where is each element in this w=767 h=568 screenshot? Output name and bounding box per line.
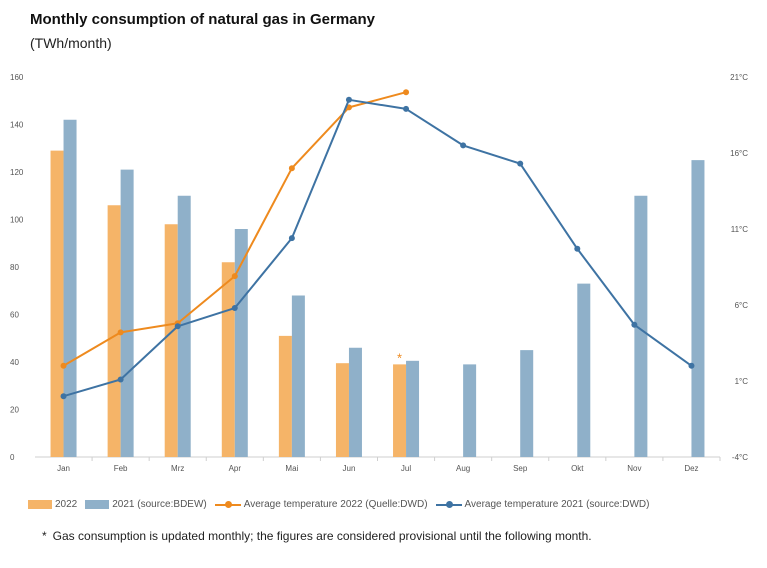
x-tick-label: Mrz [171, 464, 184, 473]
bar-2021 [234, 229, 248, 457]
bar-2022 [221, 262, 235, 457]
bar-2022 [50, 150, 64, 457]
y-right-tick-label: -4°C [732, 453, 748, 462]
y-left-tick-label: 20 [10, 406, 19, 415]
x-tick-label: Okt [571, 464, 584, 473]
x-tick-label: Jun [343, 464, 356, 473]
temp-2022-point [60, 362, 67, 369]
chart-legend: 2022 2021 (source:BDEW) Average temperat… [28, 499, 657, 510]
y-right-tick-label: 16°C [730, 149, 748, 158]
legend-label-2022: 2022 [55, 499, 78, 510]
temp-2021-point [460, 142, 467, 149]
footnote: * Gas consumption is updated monthly; the… [42, 529, 592, 543]
y-right-tick-label: 21°C [730, 73, 748, 82]
legend-item-2021: 2021 (source:BDEW) [85, 499, 207, 510]
x-tick-label: Aug [456, 464, 470, 473]
x-tick-label: Apr [229, 464, 242, 473]
bar-2022 [335, 363, 349, 457]
x-tick-label: Mai [285, 464, 298, 473]
temp-2021-point [174, 323, 181, 330]
legend-item-2022: 2022 [28, 499, 77, 510]
y-right-tick-label: 6°C [735, 301, 749, 310]
bar-2021 [520, 350, 534, 457]
temp-2021-line [63, 98, 693, 398]
y-left-tick-label: 40 [10, 358, 19, 367]
footnote-star: * [42, 529, 47, 543]
x-tick-label: Sep [513, 464, 528, 473]
x-tick-label: Nov [627, 464, 641, 473]
legend-label-temp-2022: Average temperature 2022 (Quelle:DWD) [243, 499, 428, 510]
footnote-text: Gas consumption is updated monthly; the … [52, 529, 592, 543]
x-tick-label: Dez [684, 464, 698, 473]
y-right-tick-label: 11°C [731, 225, 749, 234]
legend-label-temp-2021: Average temperature 2021 (source:DWD) [464, 499, 650, 510]
bar-2021 [120, 169, 134, 457]
chart-unit: (TWh/month) [30, 35, 112, 51]
provisional-asterisk: * [397, 350, 402, 365]
bar-2022 [393, 364, 407, 457]
combo-chart: 0 20 40 60 80 100 120 140 160 -4°C 1°C 6°C 11°C 16°C 2… [10, 73, 749, 473]
bar-2022 [278, 335, 292, 457]
legend-item-temp-2021: Average temperature 2021 (source:DWD) [435, 499, 650, 510]
bar-2022 [107, 205, 121, 457]
bar-2021 [406, 360, 420, 457]
legend-item-temp-2022: Average temperature 2022 (Quelle:DWD) [214, 499, 428, 510]
bar-2021 [291, 295, 305, 457]
bar-2022 [164, 224, 178, 457]
temp-2021-point [403, 105, 410, 112]
legend-swatch-2021 [85, 500, 110, 509]
y-left-tick-label: 60 [10, 311, 19, 320]
legend-label-2021: 2021 (source:BDEW) [112, 499, 207, 510]
legend-swatch-temp-2022 [214, 500, 241, 509]
y-left-tick-label: 120 [10, 168, 24, 177]
temp-2021-point [345, 96, 352, 103]
temp-2022-point [288, 165, 295, 172]
y-left-tick-label: 80 [10, 263, 19, 272]
bar-2021 [691, 160, 705, 457]
temp-2021-point [631, 321, 638, 328]
y-left-tick-label: 0 [10, 453, 15, 462]
x-tick-label: Jul [401, 464, 411, 473]
temp-2021-point [231, 305, 238, 312]
chart-title: Monthly consumption of natural gas in Ge… [30, 11, 376, 28]
y-right-tick-label: 1°C [735, 377, 749, 386]
bar-2021 [577, 283, 591, 457]
bar-2021 [634, 195, 648, 457]
temp-2021-point [288, 235, 295, 242]
temp-2022-point [231, 273, 238, 280]
x-tick-label: Feb [114, 464, 128, 473]
x-tick-label: Jan [57, 464, 70, 473]
temp-2021-point [117, 376, 124, 383]
y-left-tick-label: 100 [10, 216, 24, 225]
bar-2021 [177, 195, 191, 457]
bar-2021 [463, 364, 477, 457]
bar-2021 [63, 119, 77, 457]
temp-2021-point [688, 362, 695, 369]
temp-2021-point [574, 245, 581, 252]
y-left-tick-label: 160 [10, 73, 24, 82]
temp-2022-point [403, 89, 410, 96]
y-left-tick-label: 140 [10, 121, 24, 130]
legend-swatch-2022 [28, 500, 52, 509]
bar-2021 [348, 347, 362, 457]
temp-2021-point [517, 160, 524, 167]
temp-2022-point [117, 329, 124, 336]
temp-2021-point [60, 393, 67, 400]
legend-swatch-temp-2021 [435, 500, 462, 509]
